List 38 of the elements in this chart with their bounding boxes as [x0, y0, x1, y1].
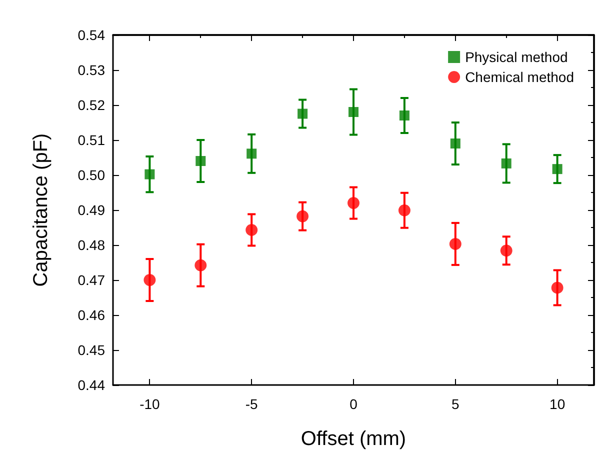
- x-tick-label: -5: [245, 396, 258, 412]
- y-tick-label: 0.47: [78, 272, 106, 288]
- y-tick-label: 0.49: [78, 202, 106, 218]
- point: [296, 210, 309, 222]
- point: [398, 204, 410, 216]
- x-axis-title: Offset (mm): [300, 428, 406, 450]
- y-tick-label: 0.48: [78, 237, 106, 253]
- point: [348, 107, 358, 117]
- point: [551, 282, 564, 294]
- y-tick-label: 0.45: [78, 342, 106, 358]
- point: [298, 108, 308, 119]
- y-tick-label: 0.50: [78, 167, 106, 183]
- point: [144, 274, 156, 286]
- y-tick-label: 0.51: [78, 132, 106, 148]
- point: [246, 224, 258, 236]
- point: [450, 138, 460, 148]
- y-tick-label: 0.53: [78, 62, 106, 78]
- y-tick-label: 0.54: [78, 27, 106, 43]
- y-axis-title: Capacitance (pF): [30, 133, 52, 287]
- legend-label: Physical method: [465, 49, 568, 65]
- legend-label: Chemical method: [465, 69, 574, 85]
- point: [552, 164, 562, 174]
- point: [144, 169, 155, 180]
- point: [194, 259, 207, 272]
- y-tick-label: 0.44: [78, 377, 106, 393]
- x-tick-label: 5: [452, 396, 460, 412]
- x-tick-label: 10: [550, 396, 566, 412]
- y-tick-label: 0.46: [78, 307, 106, 323]
- point: [500, 244, 512, 257]
- point: [348, 197, 360, 209]
- y-tick-label: 0.52: [78, 97, 106, 113]
- x-tick-label: 0: [350, 396, 358, 412]
- point: [246, 148, 257, 159]
- point: [399, 110, 410, 120]
- point: [196, 156, 206, 166]
- x-tick-label: -10: [140, 396, 160, 412]
- point: [501, 158, 512, 168]
- point: [449, 238, 462, 250]
